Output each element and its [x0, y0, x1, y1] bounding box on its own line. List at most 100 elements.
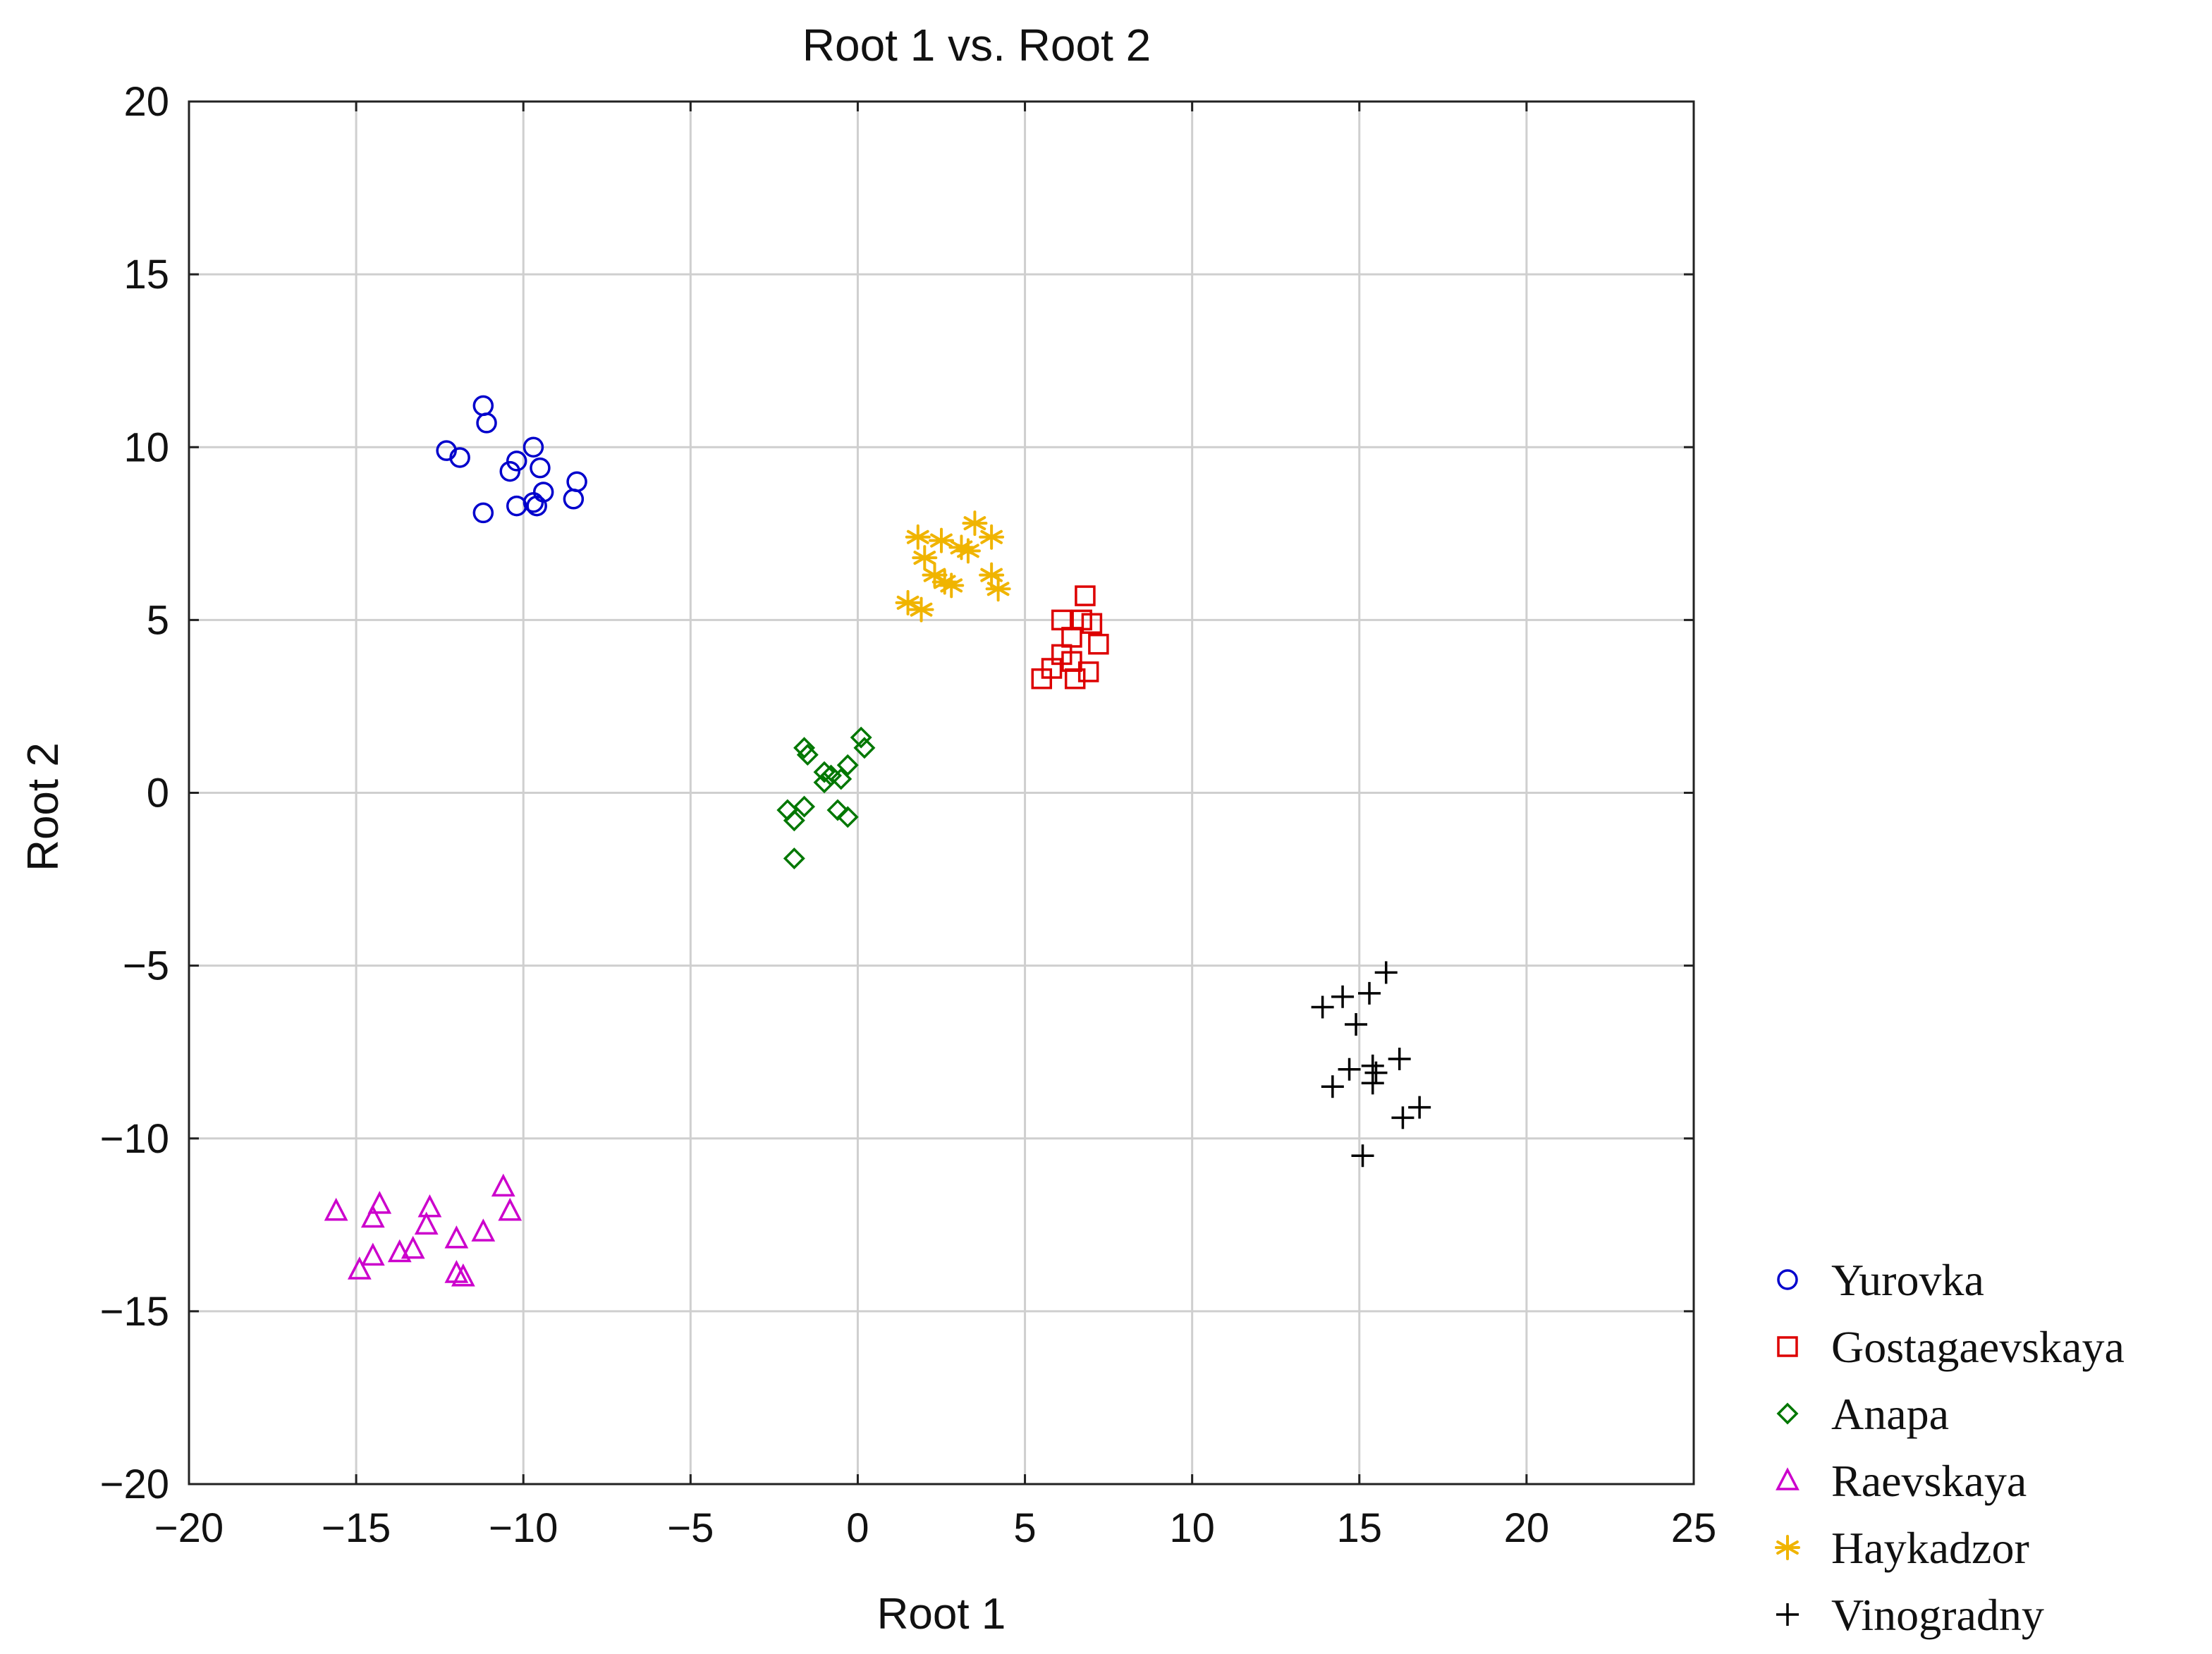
series-gostagaevskaya — [1031, 585, 1109, 690]
data-point-vinogradny — [1361, 1072, 1384, 1095]
data-point-raevskaya — [451, 1263, 475, 1287]
data-point-yurovka — [499, 460, 521, 482]
data-point-vinogradny — [1388, 1047, 1411, 1070]
data-point-anapa — [826, 799, 849, 821]
axis-ticks: −20 −15 −10 −5 0 5 10 15 20 25 −20 −15 −10 −5 0 5 10 15 20 — [100, 79, 1717, 1551]
x-tick-label: 25 — [1671, 1505, 1717, 1551]
data-point-raevskaya — [498, 1197, 523, 1221]
data-point-anapa — [853, 737, 876, 759]
x-tick-label: 15 — [1337, 1505, 1383, 1551]
data-point-raevskaya — [324, 1197, 348, 1221]
data-point-haykadzor — [979, 524, 1005, 550]
y-tick-label: 20 — [123, 79, 169, 125]
y-tick-label: −5 — [123, 943, 169, 989]
data-point-raevskaya — [417, 1194, 442, 1218]
data-point-anapa — [813, 761, 836, 783]
data-point-yurovka — [449, 447, 470, 468]
data-point-vinogradny — [1351, 1144, 1374, 1168]
x-axis-title: Root 1 — [877, 1590, 1006, 1638]
data-point-raevskaya — [360, 1204, 385, 1228]
y-tick-label: 15 — [123, 252, 169, 298]
x-tick-label: 20 — [1504, 1505, 1550, 1551]
data-point-vinogradny — [1311, 996, 1334, 1019]
data-point-gostagaevskaya — [1088, 633, 1109, 655]
legend-item-anapa: Anapa — [1776, 1389, 1949, 1439]
data-point-vinogradny — [1374, 961, 1398, 984]
legend-marker-raevskaya — [1776, 1467, 1799, 1490]
legend-label-gostagaevskaya: Gostagaevskaya — [1831, 1322, 2125, 1372]
data-point-anapa — [836, 806, 859, 828]
data-point-raevskaya — [444, 1225, 469, 1249]
y-tick-label: 0 — [147, 771, 169, 816]
legend-label-raevskaya: Raevskaya — [1831, 1456, 2027, 1506]
data-point-anapa — [783, 809, 805, 832]
data-point-anapa — [783, 847, 805, 870]
data-point-raevskaya — [491, 1173, 515, 1197]
legend-label-haykadzor: Haykadzor — [1831, 1523, 2029, 1573]
data-point-vinogradny — [1358, 981, 1381, 1005]
data-point-anapa — [830, 768, 853, 790]
x-tick-label: 5 — [1013, 1505, 1036, 1551]
legend-item-yurovka: Yurovka — [1777, 1255, 1984, 1305]
data-point-raevskaya — [360, 1242, 385, 1266]
data-point-anapa — [836, 754, 859, 776]
legend-label-yurovka: Yurovka — [1831, 1255, 1984, 1305]
legend-item-raevskaya: Raevskaya — [1776, 1456, 2027, 1506]
grid — [189, 102, 1694, 1484]
data-point-haykadzor — [939, 572, 965, 599]
series-yurovka — [436, 395, 587, 524]
chart-title: Root 1 vs. Root 2 — [802, 20, 1151, 71]
data-point-yurovka — [506, 451, 527, 472]
data-point-raevskaya — [367, 1191, 392, 1214]
legend: Yurovka Gostagaevskaya Anapa Raevskaya Hayka… — [1775, 1255, 2125, 1640]
data-point-vinogradny — [1364, 1061, 1388, 1084]
data-point-haykadzor — [912, 545, 938, 571]
data-point-gostagaevskaya — [1031, 668, 1053, 690]
data-point-anapa — [850, 726, 872, 749]
data-point-raevskaya — [414, 1211, 439, 1235]
legend-label-anapa: Anapa — [1831, 1389, 1949, 1439]
legend-marker-vinogradny — [1776, 1603, 1799, 1626]
data-point-yurovka — [526, 495, 547, 517]
legend-item-haykadzor: Haykadzor — [1775, 1523, 2029, 1573]
data-point-raevskaya — [347, 1256, 372, 1280]
x-tick-label: −10 — [489, 1505, 558, 1551]
data-point-haykadzor — [908, 596, 934, 623]
series-vinogradny — [1311, 961, 1431, 1168]
y-tick-label: 10 — [123, 424, 169, 470]
legend-label-vinogradny: Vinogradny — [1831, 1590, 2044, 1640]
data-point-gostagaevskaya — [1075, 585, 1096, 606]
x-tick-label: 10 — [1169, 1505, 1215, 1551]
series-anapa — [776, 726, 876, 870]
data-point-gostagaevskaya — [1077, 661, 1099, 682]
data-point-anapa — [813, 771, 836, 794]
legend-item-gostagaevskaya: Gostagaevskaya — [1777, 1322, 2125, 1372]
data-points — [324, 395, 1431, 1287]
series-haykadzor — [895, 510, 1011, 623]
x-tick-label: 0 — [846, 1505, 869, 1551]
data-point-raevskaya — [401, 1235, 425, 1259]
x-tick-label: −15 — [322, 1505, 391, 1551]
data-point-haykadzor — [929, 527, 954, 553]
data-point-vinogradny — [1331, 985, 1355, 1008]
data-point-vinogradny — [1338, 1058, 1361, 1081]
data-point-anapa — [793, 737, 816, 759]
data-point-yurovka — [472, 502, 494, 524]
data-point-anapa — [796, 744, 819, 766]
data-point-raevskaya — [387, 1239, 412, 1263]
data-point-yurovka — [563, 489, 585, 510]
legend-item-vinogradny: Vinogradny — [1776, 1590, 2044, 1640]
data-point-raevskaya — [444, 1260, 469, 1283]
data-point-gostagaevskaya — [1081, 613, 1103, 635]
data-point-haykadzor — [955, 538, 981, 564]
data-point-yurovka — [523, 436, 544, 458]
data-point-vinogradny — [1391, 1106, 1414, 1129]
legend-marker-gostagaevskaya — [1777, 1336, 1798, 1357]
data-point-haykadzor — [985, 576, 1011, 602]
x-tick-label: −5 — [667, 1505, 714, 1551]
data-point-haykadzor — [905, 524, 931, 550]
data-point-raevskaya — [471, 1218, 496, 1242]
